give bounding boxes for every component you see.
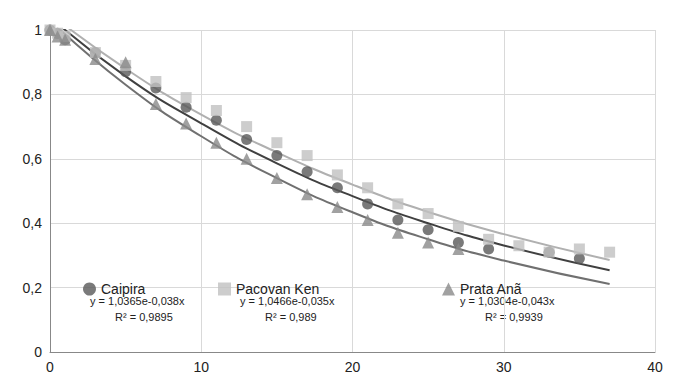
- svg-text:0,6: 0,6: [23, 151, 43, 167]
- svg-text:y = 1,0304e-0,043x: y = 1,0304e-0,043x: [460, 294, 555, 307]
- svg-text:0,2: 0,2: [23, 280, 43, 296]
- svg-text:Prata Anã: Prata Anã: [460, 281, 522, 297]
- svg-text:Caipira: Caipira: [101, 281, 146, 297]
- svg-text:40: 40: [647, 359, 663, 375]
- svg-text:Pacovan Ken: Pacovan Ken: [236, 281, 319, 297]
- svg-text:0: 0: [34, 344, 42, 360]
- svg-text:R² = 0,9939: R² = 0,9939: [485, 311, 543, 323]
- svg-text:10: 10: [193, 359, 209, 375]
- svg-text:0,8: 0,8: [23, 86, 43, 102]
- svg-text:20: 20: [345, 359, 361, 375]
- svg-text:R² = 0,989: R² = 0,989: [265, 311, 317, 323]
- svg-text:0,4: 0,4: [23, 215, 43, 231]
- svg-text:30: 30: [496, 359, 512, 375]
- svg-text:y = 1,0466e-0,035x: y = 1,0466e-0,035x: [240, 294, 335, 307]
- svg-text:R² = 0,9895: R² = 0,9895: [115, 311, 173, 323]
- svg-text:1: 1: [34, 22, 42, 38]
- svg-text:0: 0: [46, 359, 54, 375]
- svg-text:y = 1,0365e-0,038x: y = 1,0365e-0,038x: [90, 294, 185, 307]
